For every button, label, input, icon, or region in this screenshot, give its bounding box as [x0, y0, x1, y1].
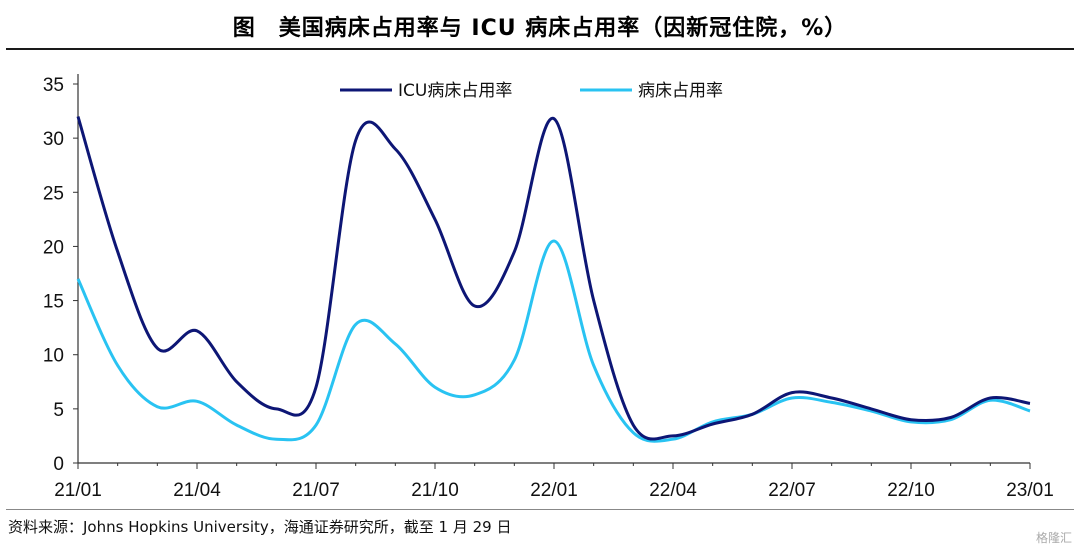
x-tick-label: 22/04	[649, 480, 697, 501]
title-divider	[6, 48, 1074, 50]
watermark: 格隆汇	[1035, 531, 1072, 545]
x-tick-label: 22/01	[530, 480, 578, 501]
chart-title: 图 美国病床占用率与 ICU 病床占用率（因新冠住院，%）	[232, 16, 848, 41]
x-tick-label: 21/10	[411, 480, 459, 501]
source-note: 资料来源：Johns Hopkins University，海通证券研究所，截至…	[8, 518, 512, 536]
y-tick-label: 30	[43, 129, 64, 150]
x-tick-label: 21/04	[173, 480, 221, 501]
y-tick-label: 35	[43, 75, 64, 96]
y-tick-label: 0	[53, 454, 64, 475]
legend-label-bed: 病床占用率	[638, 81, 723, 101]
source-divider	[6, 509, 1074, 510]
y-tick-label: 15	[43, 292, 64, 313]
chart-axes	[77, 74, 1030, 464]
y-tick-label: 5	[53, 400, 64, 421]
y-tick-label: 25	[43, 183, 64, 204]
icu-occupancy-line	[76, 116, 1031, 441]
y-axis-ticks: 0 5 10 15 20 25 30 35	[43, 75, 78, 475]
legend-label-icu: ICU病床占用率	[398, 81, 512, 101]
y-tick-label: 20	[43, 237, 64, 258]
x-tick-label: 21/07	[292, 480, 340, 501]
x-tick-label: 22/07	[768, 480, 816, 501]
series-lines	[76, 116, 1031, 443]
y-tick-label: 10	[43, 346, 64, 367]
x-tick-label: 21/01	[54, 480, 102, 501]
x-tick-label: 23/01	[1006, 480, 1054, 501]
bed-occupancy-line	[76, 239, 1031, 443]
chart-legend: ICU病床占用率 病床占用率	[340, 81, 723, 101]
x-axis-ticks: 21/01 21/04 21/07 21/10 22/01 22/04 22/07 22/10…	[54, 463, 1054, 501]
x-tick-label: 22/10	[887, 480, 935, 501]
